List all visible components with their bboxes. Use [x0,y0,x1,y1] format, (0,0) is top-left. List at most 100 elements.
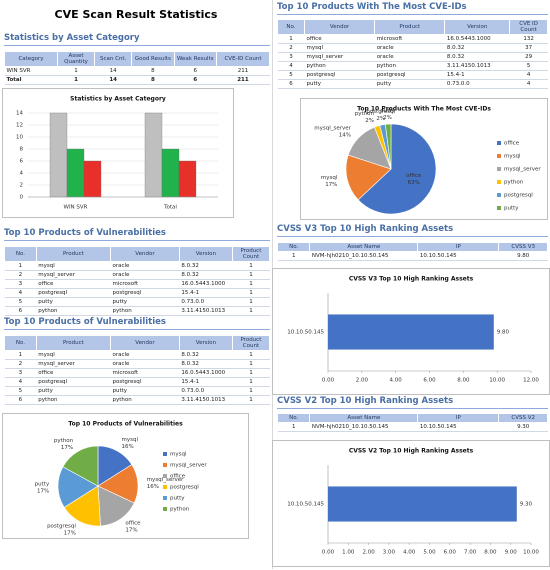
table-cell: 9.80 [498,251,548,261]
slice-label: postgresql [47,523,76,529]
chart: Top 10 Products of Vulnerabilitiesmysql1… [35,421,208,537]
table-cell: 1 [232,297,270,307]
header-row: No. Product Vendor Version Product Count [4,335,271,351]
table-cell: mysql [36,350,111,360]
table-cell: 6 [4,395,37,405]
table-cell: 1 [232,377,270,387]
section-heading: Top 10 Products With The Most CVE-IDs [277,2,548,15]
chart-box: CVSS V2 Top 10 High Ranking Assets 0.00 1.… [272,440,550,567]
legend-swatch [163,463,167,467]
chart-box: Top 10 Products With The Most CVE-IDs off… [300,98,548,220]
chart: CVSS V3 Top 10 High Ranking Assets 0.00 2.… [287,276,539,384]
section-heading: Top 10 Products of Vulnerabilities [4,228,270,241]
table-cell: 10.10.50.145 [417,422,499,432]
table-row: Total 1 14 8 6 211 [4,75,270,85]
table-row: 1 mysql oracle 8.0.32 1 [4,261,270,271]
y-tick-label: 8 [20,147,24,153]
table-cell: 1 [232,270,270,280]
x-tick-label: 0.00 [322,550,335,556]
table-cell: oracle [110,350,180,360]
table-row: 2 mysql_server oracle 8.0.32 1 [4,270,270,280]
table-cell: 1 [277,422,310,432]
report-title: CVE Scan Result Statistics [54,8,218,21]
legend-swatch [497,154,501,158]
data-table: No. Asset Name IP CVSS V2 1 NVM-hjh0210_10.10… [276,413,548,432]
section-heading: CVSS V2 Top 10 High Ranking Assets [277,396,548,409]
table-cell: 1 [232,288,270,298]
table-cell: postgresql [110,377,180,387]
table-row: 3 office microsoft 16.0.5443.1000 1 [4,368,270,378]
bar [144,112,163,198]
legend-swatch [163,485,167,489]
table-row: 6 putty putty 0.73.0.0 4 [277,79,548,89]
slice-label: mysql [321,175,338,181]
legend-swatch [163,496,167,500]
slice-value-label: 17% [61,445,73,451]
table-cell: 1 [57,75,95,85]
table-row: 4 postgresql postgresql 15.4-1 1 [4,288,270,298]
column-header: No. [277,19,305,35]
legend-label: postgresql [504,193,533,199]
chart-title: Top 10 Products With The Most CVE-IDs [357,106,491,113]
table-cell: office [36,279,111,289]
table-cell: 1 [277,34,305,44]
column-header: Product [374,19,446,35]
chart-box: Top 10 Products of Vulnerabilities mysql 1… [2,413,249,539]
column-header: Asset Name [309,242,419,252]
table-cell: 14 [94,75,132,85]
table-cell: 15.4-1 [179,377,233,387]
table-cell: 5 [4,297,37,307]
slice-value-label: 17% [325,182,337,188]
header-row: No. Asset Name IP CVSS V3 [276,242,548,252]
table-cell: oracle [374,43,445,53]
header-row: No. Asset Name IP CVSS V2 [276,413,548,423]
table-cell: putty [110,386,180,396]
column-header: Version [178,246,233,262]
table-cell: 15.4-1 [444,70,510,80]
table-cell: 8.0.32 [179,350,233,360]
header-row: No. Vendor Product Version CVE ID Count [277,19,548,35]
section-heading: CVSS V3 Top 10 High Ranking Assets [277,224,548,237]
x-tick-label: 10.00 [523,550,539,556]
column-header: Scan Cnt. [94,51,133,67]
header-row: Category Asset Quantity Scan Cnt. Good Resu… [4,51,271,67]
table-cell: 6 [277,79,305,89]
slice-value-label: 2% [365,118,374,124]
table-cell: 5 [4,386,37,396]
y-tick-label: 10.10.50.145 [287,330,324,336]
table-cell: 4 [4,288,37,298]
table-row: 5 putty putty 0.73.0.0 1 [4,386,270,396]
column-header: CVE-ID Count [215,51,271,67]
x-tick-label: 8.00 [457,378,470,384]
table-cell: 8 [131,75,175,85]
slice-label: mysql_server [147,477,184,483]
chart-title: CVSS V2 Top 10 High Ranking Assets [349,448,474,455]
table-cell: 16.0.5443.1000 [179,279,233,289]
legend-label: office [170,474,186,480]
table-cell: mysql_server [36,270,111,280]
column-header: Asset Name [309,413,419,423]
table-row: 2 mysql_server oracle 8.0.32 1 [4,359,270,369]
x-tick-label: 7.00 [464,550,477,556]
table-cell: office [36,368,111,378]
table-cell: 8.0.32 [179,261,233,271]
table-row: 3 mysql_server oracle 8.0.32 29 [277,52,548,62]
x-tick-label: 3.00 [383,550,396,556]
table-cell: 0.73.0.0 [179,386,233,396]
table-cell: 6 [174,75,217,85]
legend-label: mysql [170,452,187,458]
slice-value-label: 16% [147,484,159,490]
slice-label: putty [380,108,395,114]
legend-swatch [497,167,501,171]
column-header: Product [35,246,111,262]
x-tick-label: 5.00 [423,550,436,556]
slice-label: office [125,520,141,526]
table-cell: 37 [509,43,548,53]
table-cell: 132 [509,34,548,44]
table-cell: postgresql [304,70,375,80]
bar [66,148,85,198]
table-cell: 4 [509,79,548,89]
table-cell: 8.0.32 [444,52,510,62]
legend-label: putty [170,496,185,502]
table-cell: python [374,61,445,71]
